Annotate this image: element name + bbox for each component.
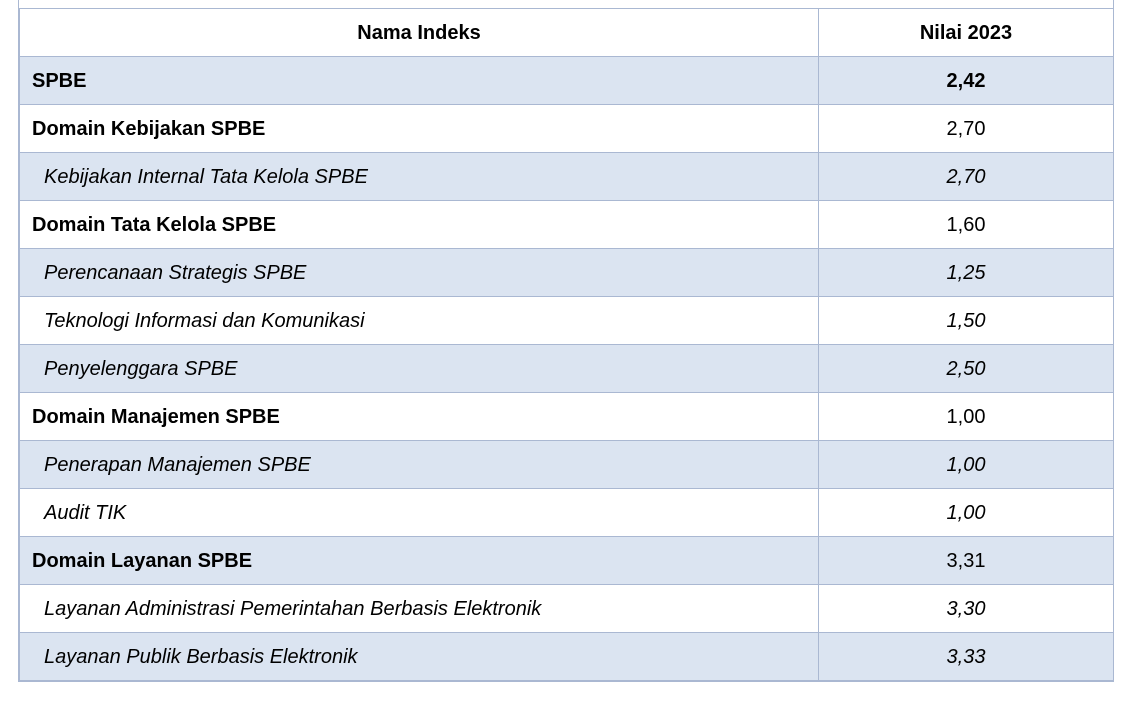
index-value-cell: 2,70 <box>818 152 1114 201</box>
table-row: Penyelenggara SPBE 2,50 <box>19 344 1114 393</box>
table-row: Domain Layanan SPBE 3,31 <box>19 536 1114 585</box>
table-row: Audit TIK 1,00 <box>19 488 1114 537</box>
index-table-container: Nama Indeks Nilai 2023 SPBE 2,42 Domain Ke… <box>18 8 1114 682</box>
index-name-cell: Domain Layanan SPBE <box>19 536 819 585</box>
table-row: Domain Manajemen SPBE 1,00 <box>19 392 1114 441</box>
index-value-cell: 1,60 <box>818 200 1114 249</box>
table-row: Teknologi Informasi dan Komunikasi 1,50 <box>19 296 1114 345</box>
header-value-2023: Nilai 2023 <box>818 8 1114 57</box>
index-value-cell: 2,70 <box>818 104 1114 153</box>
table-row: Layanan Administrasi Pemerintahan Berbas… <box>19 584 1114 633</box>
header-index-name: Nama Indeks <box>19 8 819 57</box>
index-value-cell: 2,50 <box>818 344 1114 393</box>
table-row: Layanan Publik Berbasis Elektronik 3,33 <box>19 632 1114 681</box>
index-name-cell: Teknologi Informasi dan Komunikasi <box>19 296 819 345</box>
index-value-cell: 1,00 <box>818 440 1114 489</box>
index-name-cell: Layanan Administrasi Pemerintahan Berbas… <box>19 584 819 633</box>
index-name-cell: Layanan Publik Berbasis Elektronik <box>19 632 819 681</box>
table-row: Domain Kebijakan SPBE 2,70 <box>19 104 1114 153</box>
spbe-index-table: Nama Indeks Nilai 2023 SPBE 2,42 Domain Ke… <box>19 8 1114 681</box>
table-row: Perencanaan Strategis SPBE 1,25 <box>19 248 1114 297</box>
table-body: SPBE 2,42 Domain Kebijakan SPBE 2,70 Kebijak… <box>19 56 1114 681</box>
table-row: Penerapan Manajemen SPBE 1,00 <box>19 440 1114 489</box>
index-name-cell: Penyelenggara SPBE <box>19 344 819 393</box>
index-name-cell: Domain Tata Kelola SPBE <box>19 200 819 249</box>
index-value-cell: 2,42 <box>818 56 1114 105</box>
index-value-cell: 3,30 <box>818 584 1114 633</box>
table-top-edge <box>18 0 1114 8</box>
table-row: Domain Tata Kelola SPBE 1,60 <box>19 200 1114 249</box>
index-value-cell: 3,31 <box>818 536 1114 585</box>
index-name-cell: Domain Kebijakan SPBE <box>19 104 819 153</box>
table-row: Kebijakan Internal Tata Kelola SPBE 2,70 <box>19 152 1114 201</box>
index-name-cell: Domain Manajemen SPBE <box>19 392 819 441</box>
index-name-cell: Kebijakan Internal Tata Kelola SPBE <box>19 152 819 201</box>
table-row: SPBE 2,42 <box>19 56 1114 105</box>
index-name-cell: Audit TIK <box>19 488 819 537</box>
index-value-cell: 1,00 <box>818 488 1114 537</box>
table-header-row: Nama Indeks Nilai 2023 <box>19 8 1114 57</box>
index-value-cell: 1,50 <box>818 296 1114 345</box>
index-name-cell: Penerapan Manajemen SPBE <box>19 440 819 489</box>
index-value-cell: 1,00 <box>818 392 1114 441</box>
index-value-cell: 1,25 <box>818 248 1114 297</box>
index-value-cell: 3,33 <box>818 632 1114 681</box>
index-name-cell: SPBE <box>19 56 819 105</box>
index-name-cell: Perencanaan Strategis SPBE <box>19 248 819 297</box>
